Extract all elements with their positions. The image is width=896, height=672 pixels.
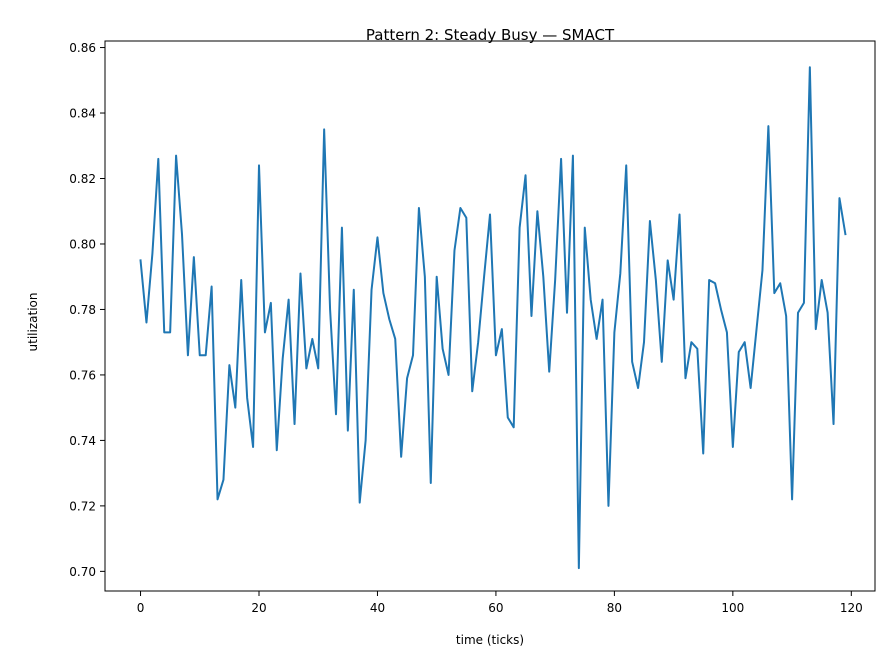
series-line (139, 66, 847, 570)
x-tick-label: 0 (137, 601, 145, 615)
chart-title: Pattern 2: Steady Busy — SMACT (366, 26, 615, 44)
y-tick-label: 0.84 (69, 107, 96, 121)
x-tick-label: 20 (251, 601, 266, 615)
y-tick-label: 0.74 (69, 434, 96, 448)
y-axis-label: utilization (26, 293, 40, 352)
x-tick-label: 40 (370, 601, 385, 615)
plot-area: 0 20 40 60 80 100 120 0.70 0.72 0.74 0.76 0.78 0.80 0… (69, 40, 876, 615)
x-axis-label: time (ticks) (456, 633, 524, 647)
y-tick-label: 0.86 (69, 41, 96, 55)
x-tick-label: 120 (840, 601, 863, 615)
y-tick-label: 0.76 (69, 368, 96, 382)
x-tick-label: 100 (721, 601, 744, 615)
y-tick-label: 0.80 (69, 237, 96, 251)
x-tick-label: 60 (488, 601, 503, 615)
x-tick-label: 80 (607, 601, 622, 615)
y-tick-label: 0.72 (69, 499, 96, 513)
y-tick-label: 0.82 (69, 172, 96, 186)
y-tick-label: 0.70 (69, 565, 96, 579)
y-tick-label: 0.78 (69, 303, 96, 317)
axes-frame (104, 40, 876, 592)
